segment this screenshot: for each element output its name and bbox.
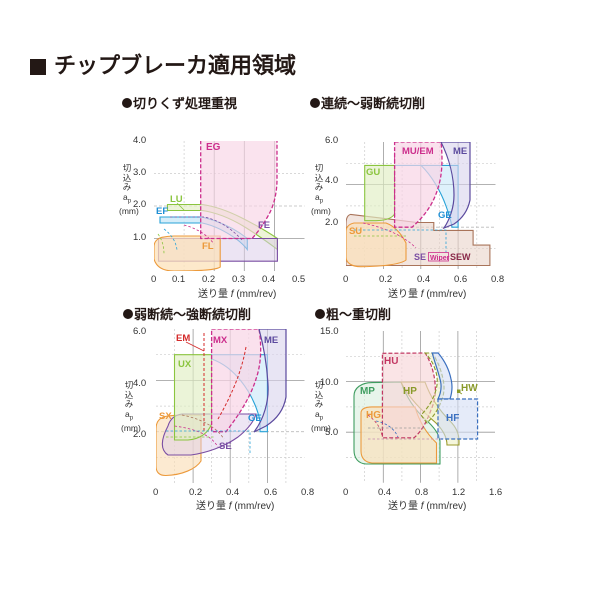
svg-text:SEW: SEW: [450, 251, 471, 261]
svg-text:HP: HP: [403, 386, 417, 397]
svg-text:MX: MX: [213, 335, 228, 346]
svg-text:SX: SX: [159, 411, 172, 422]
svg-text:FE: FE: [258, 220, 270, 231]
svg-text:HW: HW: [461, 383, 478, 394]
svg-text:GE: GE: [248, 413, 262, 424]
svg-text:SE: SE: [219, 441, 232, 452]
svg-text:UX: UX: [178, 359, 192, 370]
svg-text:EF: EF: [156, 206, 168, 217]
svg-text:HF: HF: [446, 413, 459, 424]
svg-text:SE: SE: [414, 251, 426, 261]
svg-text:GE: GE: [438, 209, 452, 220]
svg-text:EM: EM: [176, 333, 190, 344]
svg-text:HU: HU: [384, 356, 398, 367]
svg-text:MU/EM: MU/EM: [402, 145, 434, 156]
svg-text:EG: EG: [206, 142, 221, 153]
svg-text:LU: LU: [170, 194, 183, 205]
svg-text:SU: SU: [349, 225, 362, 236]
svg-text:ME: ME: [453, 145, 467, 156]
svg-text:FL: FL: [202, 241, 214, 252]
svg-text:GU: GU: [366, 166, 380, 177]
svg-text:ME: ME: [264, 335, 278, 346]
svg-text:MP: MP: [360, 386, 375, 397]
svg-text:HG: HG: [366, 410, 381, 421]
